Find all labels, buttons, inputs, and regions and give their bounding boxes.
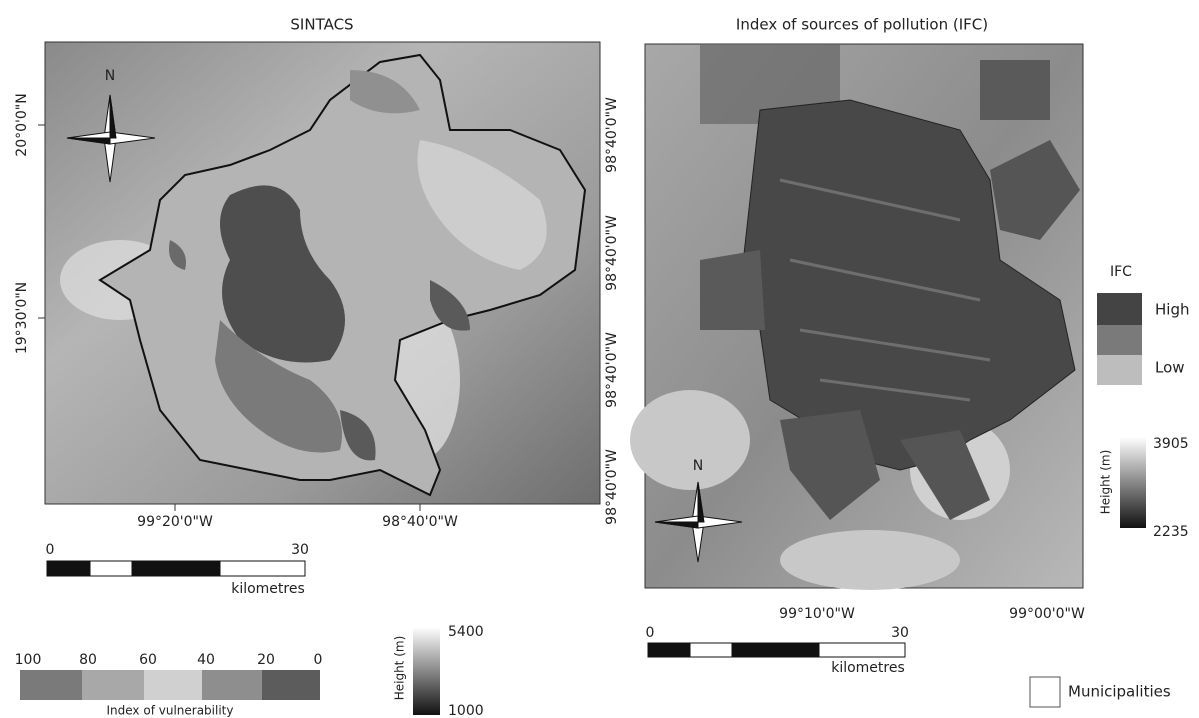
lon-label: 99°00'0"W [1009,606,1085,622]
legend-tick: 20 [257,652,275,668]
legend-tick: 0 [314,652,323,668]
height-min: 2235 [1153,524,1189,540]
scale-unit: kilometres [231,581,305,597]
scale-label: 0 [646,625,655,641]
lat-label: 20°0'0"N [14,93,30,156]
vulnerability-legend [20,670,320,700]
north-label: N [105,68,115,84]
scale-bar [47,561,305,576]
scale-label: 30 [891,625,909,641]
lon-label: 99°20'0"W [137,514,213,530]
legend-swatch [1097,325,1142,355]
legend-caption: Index of vulnerability [107,704,234,718]
right-map: N [630,44,1083,590]
panel-title: SINTACS [290,16,353,34]
lon-label: 98°40'0"W [604,215,620,291]
height-title: Height (m) [393,636,407,701]
legend-label: Low [1155,359,1185,377]
lon-label: 99°10'0"W [779,606,855,622]
legend-swatch [1097,355,1142,385]
scale-label: 30 [291,542,309,558]
scale-bar [648,643,905,657]
height-max: 3905 [1153,436,1189,452]
legend-label: Municipalities [1068,683,1171,701]
height-bar [1120,437,1146,528]
lon-label: 98°40'0"W [604,332,620,408]
legend-label: High [1155,301,1189,319]
scale-label: 0 [46,542,55,558]
north-label: N [693,458,703,474]
height-min: 1000 [448,703,484,718]
left-map: N [45,42,600,504]
legend-tick: 60 [139,652,157,668]
municipalities-swatch [1030,677,1060,707]
lon-label: 98°40'0"W [604,449,620,525]
legend-tick: 80 [79,652,97,668]
scale-unit: kilometres [831,660,905,676]
height-title: Height (m) [1099,450,1113,515]
panel-title: Index of sources of pollution (IFC) [736,16,988,34]
lat-label: 19°30'0"N [14,282,30,354]
legend-title: IFC [1110,264,1132,280]
legend-tick: 100 [15,652,42,668]
lon-label: 98°40'0"W [604,97,620,173]
lon-label: 98°40'0"W [382,514,458,530]
figure: N SINTACS 20°0'0"N 19°30'0"N 99°20'0"W 9… [0,0,1199,718]
legend-swatch [1097,293,1142,325]
height-max: 5400 [448,624,484,640]
height-bar [413,627,440,715]
legend-tick: 40 [197,652,215,668]
